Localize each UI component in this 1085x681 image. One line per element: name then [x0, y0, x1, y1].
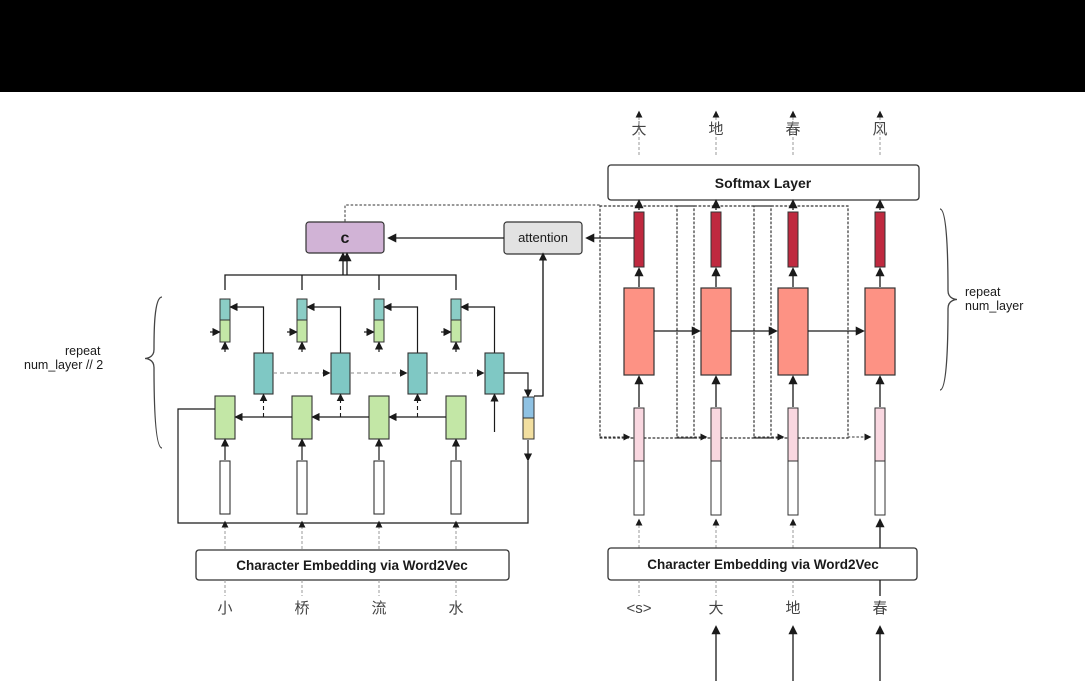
svg-text:<s>: <s> [626, 600, 651, 617]
svg-text:流: 流 [371, 600, 386, 617]
svg-text:Character Embedding via Word2V: Character Embedding via Word2Vec [236, 558, 468, 573]
svg-text:水: 水 [448, 600, 463, 617]
svg-text:num_layer // 2: num_layer // 2 [24, 358, 103, 372]
svg-text:num_layer: num_layer [965, 299, 1023, 313]
svg-text:c: c [341, 230, 350, 247]
svg-text:大: 大 [708, 600, 723, 617]
svg-text:Softmax Layer: Softmax Layer [715, 175, 812, 191]
svg-text:春: 春 [872, 600, 887, 617]
svg-text:地: 地 [785, 600, 800, 617]
svg-text:repeat: repeat [965, 285, 1001, 299]
svg-text:attention: attention [518, 230, 568, 245]
svg-text:桥: 桥 [294, 600, 309, 617]
svg-text:repeat: repeat [65, 344, 101, 358]
svg-text:小: 小 [217, 600, 232, 617]
svg-text:Character Embedding via Word2V: Character Embedding via Word2Vec [647, 557, 879, 572]
